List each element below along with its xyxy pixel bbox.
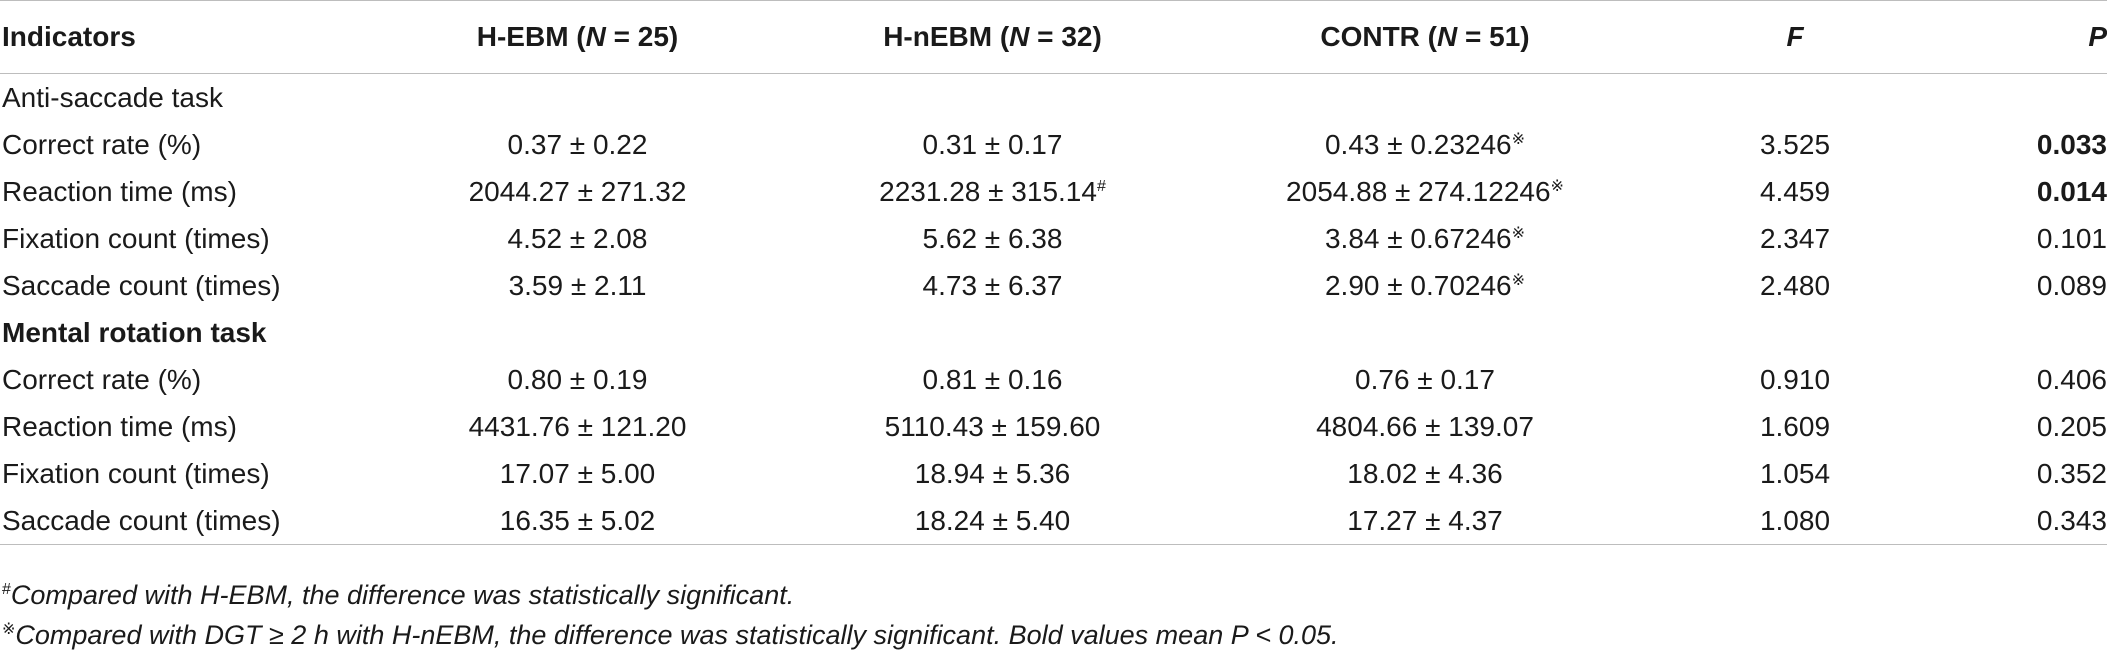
table-row: Saccade count (times) 16.35 ± 5.02 18.24… [0, 497, 2107, 545]
section-anti-saccade: Anti-saccade task [2, 81, 223, 113]
cell-f: 0.910 [1759, 363, 1831, 395]
table-row: Reaction time (ms) 4431.76 ± 121.20 5110… [0, 403, 2107, 450]
cell-h-nebm: 2231.28 ± 315.14# [879, 175, 1106, 207]
row-label: Saccade count (times) [2, 269, 281, 301]
table-row: Correct rate (%) 0.80 ± 0.19 0.81 ± 0.16… [0, 356, 2107, 403]
cell-h-nebm: 5110.43 ± 159.60 [884, 410, 1101, 442]
cell-contr: 18.02 ± 4.36 [1347, 457, 1503, 489]
row-label: Fixation count (times) [2, 457, 270, 489]
footnote-2: ※Compared with DGT ≥ 2 h with H-nEBM, th… [2, 620, 1339, 650]
section-mental-rotation: Mental rotation task [2, 316, 267, 348]
cell-p: 0.406 [2036, 363, 2107, 395]
cell-p: 0.101 [2036, 222, 2107, 254]
cell-f: 3.525 [1759, 128, 1831, 160]
cell-h-ebm: 3.59 ± 2.11 [508, 269, 647, 301]
cell-contr: 0.76 ± 0.17 [1355, 363, 1495, 395]
cell-h-ebm: 4.52 ± 2.08 [507, 222, 648, 254]
cell-h-nebm: 0.31 ± 0.17 [922, 128, 1063, 160]
cell-h-ebm: 16.35 ± 5.02 [360, 497, 795, 545]
cell-h-nebm: 5.62 ± 6.38 [922, 222, 1063, 254]
cell-p: 0.343 [1930, 497, 2107, 545]
row-label: Saccade count (times) [0, 497, 360, 545]
table-row: Fixation count (times) 17.07 ± 5.00 18.9… [0, 450, 2107, 497]
cell-h-ebm: 0.80 ± 0.19 [507, 363, 648, 395]
cell-contr: 2.90 ± 0.70246※ [1324, 269, 1526, 301]
section-row: Anti-saccade task [0, 74, 2107, 122]
results-table: Indicators H-EBM (N = 25) H-nEBM (N = 32… [0, 0, 2107, 545]
cell-p: 0.352 [2036, 457, 2107, 489]
cell-h-ebm: 4431.76 ± 121.20 [468, 410, 687, 442]
cell-contr: 0.43 ± 0.23246※ [1324, 128, 1526, 160]
section-row: Mental rotation task [0, 309, 2107, 356]
header-h-ebm: H-EBM (N = 25) [360, 0, 795, 74]
cell-p: 0.205 [2036, 410, 2107, 442]
header-h-nebm: H-nEBM (N = 32) [795, 0, 1190, 74]
table-footnotes: #Compared with H-EBM, the difference was… [2, 575, 1339, 655]
cell-contr: 2054.88 ± 274.12246※ [1286, 175, 1564, 207]
cell-f: 2.347 [1759, 222, 1831, 254]
cell-h-nebm: 18.94 ± 5.36 [914, 457, 1071, 489]
cell-contr: 17.27 ± 4.37 [1190, 497, 1660, 545]
table-row: Reaction time (ms) 2044.27 ± 271.32 2231… [0, 168, 2107, 215]
cell-h-nebm: 0.81 ± 0.16 [922, 363, 1063, 395]
cell-h-ebm: 2044.27 ± 271.32 [468, 175, 687, 207]
header-f: F [1660, 0, 1930, 74]
cell-p: 0.014 [2036, 175, 2107, 207]
cell-contr: 4804.66 ± 139.07 [1316, 410, 1534, 442]
cell-f: 1.054 [1759, 457, 1831, 489]
cell-contr: 3.84 ± 0.67246※ [1324, 222, 1526, 254]
footnote-1: #Compared with H-EBM, the difference was… [2, 580, 795, 610]
cell-h-nebm: 4.73 ± 6.37 [922, 269, 1063, 301]
cell-h-ebm: 17.07 ± 5.00 [499, 457, 656, 489]
cell-p: 0.089 [2036, 269, 2107, 301]
row-label: Reaction time (ms) [2, 175, 237, 207]
table-row: Fixation count (times) 4.52 ± 2.08 5.62 … [0, 215, 2107, 262]
cell-f: 2.480 [1759, 269, 1831, 301]
cell-f: 1.080 [1660, 497, 1930, 545]
header-contr: CONTR (N = 51) [1190, 0, 1660, 74]
header-p: P [1930, 0, 2107, 74]
header-row: Indicators H-EBM (N = 25) H-nEBM (N = 32… [0, 0, 2107, 74]
cell-h-nebm: 18.24 ± 5.40 [795, 497, 1190, 545]
header-indicators: Indicators [0, 0, 360, 74]
cell-h-ebm: 0.37 ± 0.22 [507, 128, 648, 160]
cell-f: 4.459 [1759, 175, 1831, 207]
table-row: Saccade count (times) 3.59 ± 2.11 4.73 ±… [0, 262, 2107, 309]
table-row: Correct rate (%) 0.37 ± 0.22 0.31 ± 0.17… [0, 121, 2107, 168]
row-label: Correct rate (%) [2, 128, 202, 160]
row-label: Correct rate (%) [2, 363, 202, 395]
cell-f: 1.609 [1759, 410, 1831, 442]
row-label: Fixation count (times) [2, 222, 270, 254]
cell-p: 0.033 [2036, 128, 2107, 160]
row-label: Reaction time (ms) [2, 410, 237, 442]
